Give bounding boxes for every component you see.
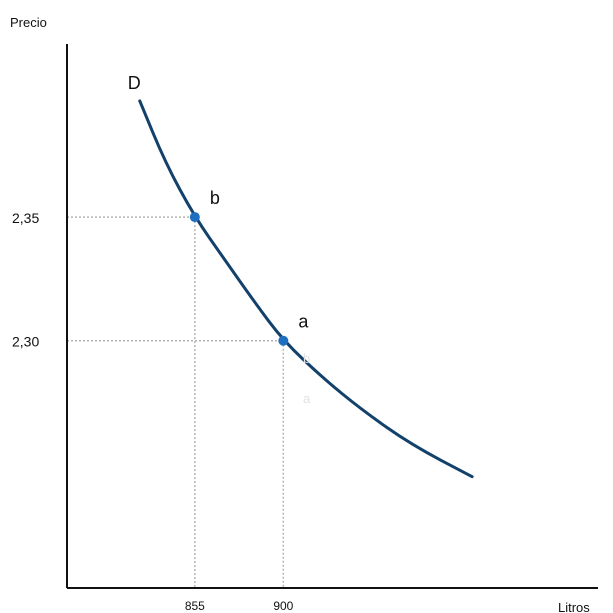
faint-point-labels: ba bbox=[303, 351, 311, 406]
faint-label-1: a bbox=[303, 391, 311, 406]
x-tick-label-1: 900 bbox=[273, 599, 293, 613]
demand-curve-line bbox=[138, 99, 474, 479]
guide-lines bbox=[67, 216, 285, 588]
y-axis-ticks: 2,35 2,30 bbox=[12, 210, 39, 350]
x-axis-title: Litros bbox=[558, 600, 590, 613]
y-axis-title: Precio bbox=[10, 15, 47, 30]
x-axis-ticks: 855 900 bbox=[185, 599, 294, 613]
point-label-b: b bbox=[210, 188, 220, 208]
point-a bbox=[278, 335, 289, 346]
point-label-a: a bbox=[298, 312, 309, 332]
point-b bbox=[189, 212, 200, 223]
y-tick-label-1: 2,30 bbox=[12, 334, 39, 350]
y-tick-label-0: 2,35 bbox=[12, 210, 39, 226]
data-points: ba bbox=[189, 188, 309, 346]
x-tick-label-0: 855 bbox=[185, 599, 205, 613]
demand-series-label: D bbox=[128, 73, 141, 93]
faint-label-0: b bbox=[303, 351, 310, 366]
